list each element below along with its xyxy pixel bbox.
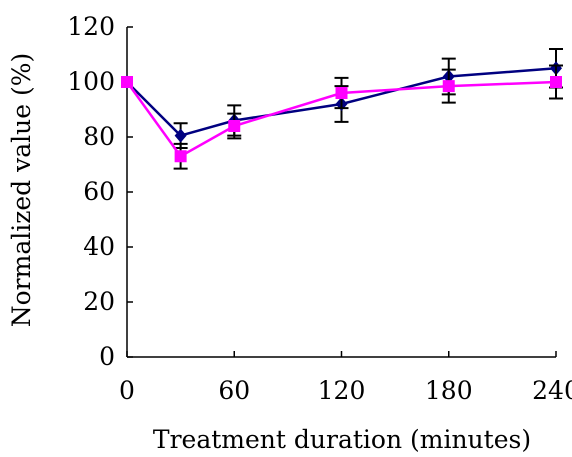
y-tick-label: 80 <box>83 122 115 151</box>
x-tick-label: 60 <box>218 376 250 405</box>
data-point <box>174 128 187 143</box>
y-tick-label: 120 <box>67 12 115 41</box>
y-tick-label: 20 <box>83 287 115 316</box>
data-point <box>174 150 187 163</box>
y-tick-label: 0 <box>99 342 115 371</box>
ticks: 0 20 40 60 80 100 120 0 60 120 180 240 <box>67 12 572 405</box>
y-tick-label: 40 <box>83 232 115 261</box>
x-axis-title: Treatment duration (minutes) <box>153 425 531 454</box>
data-point <box>121 76 133 88</box>
series-layer <box>121 48 563 170</box>
data-point <box>335 87 348 99</box>
series-2 <box>121 64 563 170</box>
series-line <box>125 80 557 158</box>
x-tick-label: 0 <box>119 376 135 405</box>
y-tick-label: 60 <box>83 177 115 206</box>
data-point <box>550 76 562 88</box>
axes <box>126 27 556 358</box>
data-point <box>442 80 455 93</box>
x-tick-label: 240 <box>532 376 572 405</box>
data-point <box>228 120 241 132</box>
y-tick-label: 100 <box>67 67 115 96</box>
series-line <box>126 67 557 138</box>
x-tick-label: 180 <box>425 376 473 405</box>
x-tick-label: 120 <box>318 376 366 405</box>
y-axis-title: Normalized value (%) <box>7 53 36 328</box>
